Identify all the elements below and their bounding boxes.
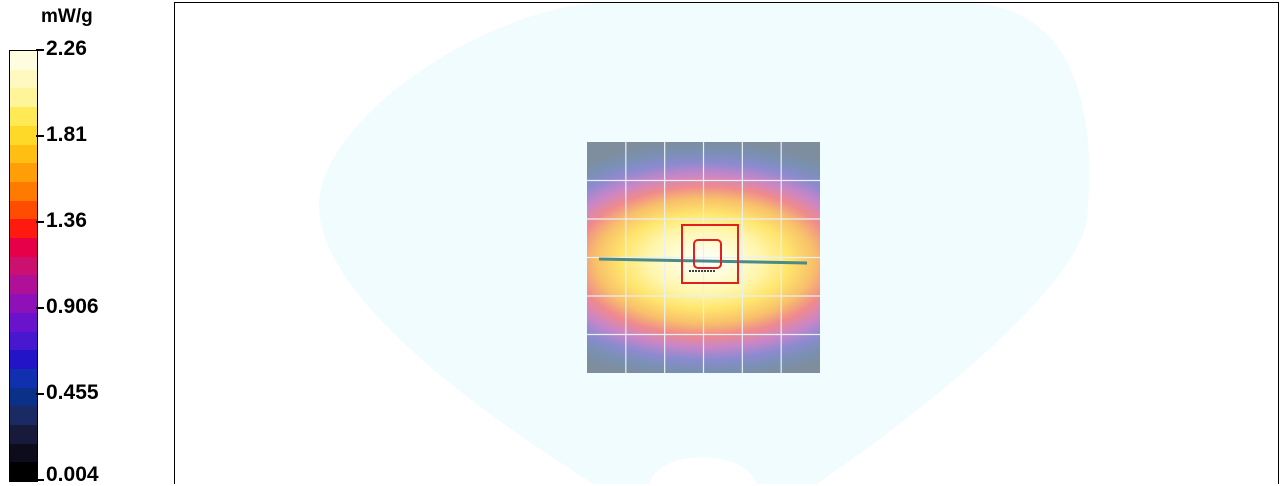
colorbar-unit-label: mW/g <box>41 6 93 27</box>
colorbar-band <box>10 51 37 70</box>
colorbar-band <box>10 256 37 276</box>
colorbar-band <box>10 462 37 482</box>
zoom-scan-inner-box <box>693 239 722 269</box>
sar-plot-area <box>174 2 1279 484</box>
colorbar-band <box>10 163 37 182</box>
colorbar-band <box>10 88 37 108</box>
colorbar-band <box>10 368 37 388</box>
colorbar-band <box>10 219 37 239</box>
colorbar-band <box>10 312 37 332</box>
colorbar-tick <box>36 393 44 396</box>
colorbar-band <box>10 107 37 126</box>
measurement-grid <box>587 142 820 373</box>
sar-distribution-plot <box>319 3 1090 484</box>
colorbar-band <box>10 331 37 351</box>
colorbar-band <box>10 238 37 257</box>
measurement-area <box>587 142 820 373</box>
colorbar-band <box>10 443 37 463</box>
colorbar-band <box>10 294 37 313</box>
colorbar-band <box>10 69 37 89</box>
antenna-line <box>598 257 808 265</box>
colorbar <box>9 50 38 482</box>
colorbar-tick-label: 0.004 <box>46 463 99 486</box>
colorbar-tick <box>36 307 44 310</box>
colorbar-band <box>10 181 37 201</box>
colorbar-band <box>10 387 37 407</box>
colorbar-tick <box>36 220 44 223</box>
colorbar-band <box>10 425 37 444</box>
zoom-scan-outer-box <box>681 224 739 284</box>
colorbar-band <box>10 350 37 369</box>
colorbar-tick-label: 0.906 <box>46 295 99 319</box>
colorbar-tick-label: 2.26 <box>46 37 87 60</box>
colorbar-tick <box>36 479 44 481</box>
colorbar-band <box>10 125 37 145</box>
colorbar-tick <box>36 134 44 137</box>
colorbar-legend: mW/g 2.26 1.81 1.36 0.906 0.455 0.004 <box>0 0 170 486</box>
colorbar-band <box>10 144 37 164</box>
colorbar-band <box>10 200 37 220</box>
colorbar-tick <box>36 49 44 51</box>
colorbar-band <box>10 275 37 295</box>
colorbar-band <box>10 406 37 426</box>
colorbar-tick-label: 1.81 <box>46 122 87 146</box>
colorbar-tick-label: 0.455 <box>46 381 99 405</box>
colorbar-tick-label: 1.36 <box>46 208 87 232</box>
